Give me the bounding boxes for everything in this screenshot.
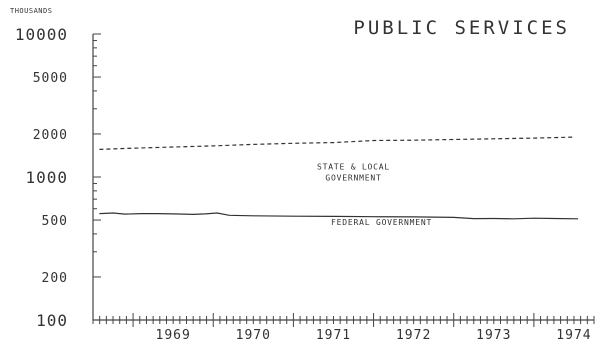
- x-tick-label: 1971: [316, 328, 351, 343]
- y-tick-label: 5000: [33, 71, 68, 86]
- x-tick-label: 1969: [156, 328, 191, 343]
- series-annotation: FEDERAL GOVERNMENT: [331, 218, 432, 227]
- x-tick-label: 1974: [556, 328, 591, 343]
- series-annotation: STATE & LOCAL: [317, 162, 390, 171]
- x-tick-label: 1970: [236, 328, 271, 343]
- series-layer: [99, 136, 579, 220]
- chart-title: PUBLIC SERVICES: [353, 17, 570, 39]
- y-tick-label: 500: [42, 214, 68, 229]
- y-tick-label: 200: [42, 271, 68, 286]
- x-tick-label: 1972: [396, 328, 431, 343]
- y-tick-label: 100: [36, 311, 68, 330]
- y-tick-label: 10000: [15, 25, 68, 44]
- y-tick-label: 1000: [25, 168, 68, 187]
- x-tick-label: 1973: [476, 328, 511, 343]
- axes: 10000 5000 2000 1000 500 200 100 1969 1970 1971 19…: [15, 25, 595, 343]
- annotation-layer: STATE & LOCAL GOVERNMENT FEDERAL GOVERNMEN…: [317, 162, 432, 227]
- series-annotation: GOVERNMENT: [325, 173, 381, 182]
- y-tick-label: 2000: [33, 128, 68, 143]
- state-local-series-line: [99, 136, 575, 150]
- federal-series-line: [99, 212, 579, 220]
- y-unit-label: THOUSANDS: [10, 7, 52, 15]
